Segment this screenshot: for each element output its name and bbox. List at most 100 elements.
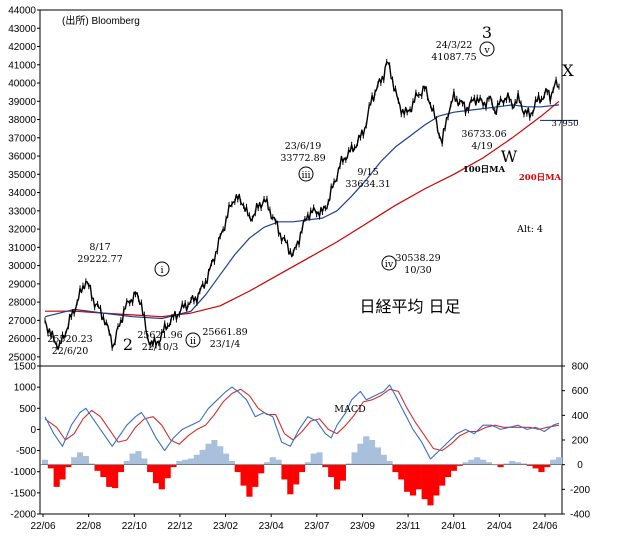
x-tick-label: 24/04 xyxy=(487,521,512,532)
macd-histogram-bar xyxy=(199,449,206,465)
macd-histogram-bar xyxy=(263,462,271,465)
macd-histogram-bar xyxy=(164,464,171,479)
macd-right-tick-label: 600 xyxy=(572,386,589,397)
annotation-label: 24/3/22 xyxy=(436,40,473,51)
price-plot-frame xyxy=(39,9,563,367)
macd-histogram-bar xyxy=(287,464,294,495)
macd-right-tick-label: 400 xyxy=(572,411,589,422)
macd-histogram-bar xyxy=(223,453,230,465)
annotation-label: Alt: 4 xyxy=(516,224,543,235)
macd-histogram-bar xyxy=(310,453,317,465)
x-tick-label: 22/08 xyxy=(76,521,101,532)
macd-histogram-bar xyxy=(298,464,306,473)
wave-label-circle xyxy=(381,255,397,271)
macd-y-tick-label: 1000 xyxy=(14,383,37,394)
annotation-label: 33634.31 xyxy=(345,179,390,190)
annotation-label: 37950 xyxy=(551,119,578,129)
y-tick-label: 37000 xyxy=(8,133,36,144)
macd-histogram-bar xyxy=(351,452,358,465)
x-tick-label: 24/06 xyxy=(532,521,557,532)
x-tick-label: 23/04 xyxy=(259,521,284,532)
macd-histogram-bar xyxy=(386,460,393,465)
macd-histogram-bar xyxy=(158,464,165,490)
macd-histogram-bar xyxy=(427,464,434,506)
macd-histogram-bar xyxy=(421,464,428,500)
y-tick-label: 28000 xyxy=(8,298,36,309)
macd-histogram-bar xyxy=(234,464,241,473)
macd-histogram-bar xyxy=(304,462,311,465)
macd-histogram-bar xyxy=(293,464,300,485)
macd-histogram-bar xyxy=(112,464,119,489)
x-tick-label: 24/01 xyxy=(441,521,466,532)
macd-histogram-bar xyxy=(246,464,253,497)
macd-y-tick-label: -500 xyxy=(16,446,36,457)
macd-histogram-bar xyxy=(117,464,124,473)
macd-histogram-bar xyxy=(532,464,539,469)
macd-histogram-bar xyxy=(328,464,335,477)
y-tick-label: 34000 xyxy=(8,188,36,199)
macd-right-tick-label: 200 xyxy=(572,436,589,447)
macd-right-tick-label: 800 xyxy=(572,362,589,373)
annotation-label: 30538.29 xyxy=(395,253,440,264)
x-tick-label: 22/10 xyxy=(122,521,147,532)
annotation-label: 2 xyxy=(123,335,133,354)
annotation-label: 3 xyxy=(482,23,492,42)
macd-y-tick-label: 0 xyxy=(30,425,36,436)
macd-histogram-bar xyxy=(322,464,329,468)
macd-histogram-bar xyxy=(409,464,417,496)
macd-histogram-bar xyxy=(135,451,142,465)
macd-histogram-bar xyxy=(269,457,276,465)
macd-histogram-bar xyxy=(485,462,492,465)
y-tick-label: 35000 xyxy=(8,170,36,181)
y-tick-label: 30000 xyxy=(8,261,36,272)
macd-histogram-bar xyxy=(415,464,422,490)
x-tick-label: 22/06 xyxy=(30,521,55,532)
macd-histogram-bar xyxy=(275,459,282,465)
macd-histogram-bar xyxy=(468,459,475,465)
macd-plot-frame xyxy=(39,365,563,515)
annotation-label: 200日MA xyxy=(519,173,562,183)
macd-histogram-bar xyxy=(550,459,557,465)
y-tick-label: 32000 xyxy=(8,225,36,236)
annotation-label: W xyxy=(501,147,518,166)
ma100-line xyxy=(44,104,560,320)
macd-right-tick-label: -400 xyxy=(570,510,590,521)
macd-histogram-bar xyxy=(544,464,551,468)
annotation-label: iv xyxy=(385,259,394,270)
macd-y-tick-label: -2000 xyxy=(10,510,36,521)
macd-histogram-bar xyxy=(152,464,160,484)
wave-label-circle xyxy=(185,332,201,348)
macd-histogram-bar xyxy=(433,464,440,496)
macd-title: MACD xyxy=(334,404,366,415)
y-tick-label: 42000 xyxy=(8,42,36,53)
source-label: (出所) Bloomberg xyxy=(62,14,140,27)
macd-histogram-bar xyxy=(147,464,154,473)
macd-histogram-bar xyxy=(123,460,130,465)
macd-histogram-bar xyxy=(59,464,66,480)
annotation-label: iii xyxy=(301,170,310,181)
annotation-label: 23/1/4 xyxy=(210,339,241,350)
y-tick-label: 26000 xyxy=(8,334,36,345)
macd-histogram-bar xyxy=(252,464,259,487)
macd-histogram-bar xyxy=(82,456,89,465)
annotation-label: 8/17 xyxy=(89,242,110,253)
macd-histogram-bar xyxy=(392,464,399,473)
macd-histogram-bar xyxy=(211,440,218,465)
macd-histogram-bar xyxy=(170,464,177,468)
macd-histogram-bar xyxy=(53,464,60,487)
macd-histogram-bar xyxy=(316,452,323,465)
macd-histogram-bar xyxy=(450,464,457,471)
macd-histogram-bar xyxy=(474,457,481,465)
annotation-label: 22/10/3 xyxy=(142,342,179,353)
macd-histogram-bar xyxy=(217,446,224,465)
macd-histogram-bar xyxy=(193,454,200,465)
nikkei-price-line xyxy=(44,61,560,351)
wave-label-circle xyxy=(479,41,495,57)
macd-histogram-bar xyxy=(258,464,265,474)
annotation-label: 29222.77 xyxy=(77,254,122,265)
macd-histogram-bar xyxy=(497,464,504,468)
signal-line xyxy=(44,388,560,452)
y-tick-label: 41000 xyxy=(8,60,36,71)
y-tick-label: 44000 xyxy=(8,6,36,17)
